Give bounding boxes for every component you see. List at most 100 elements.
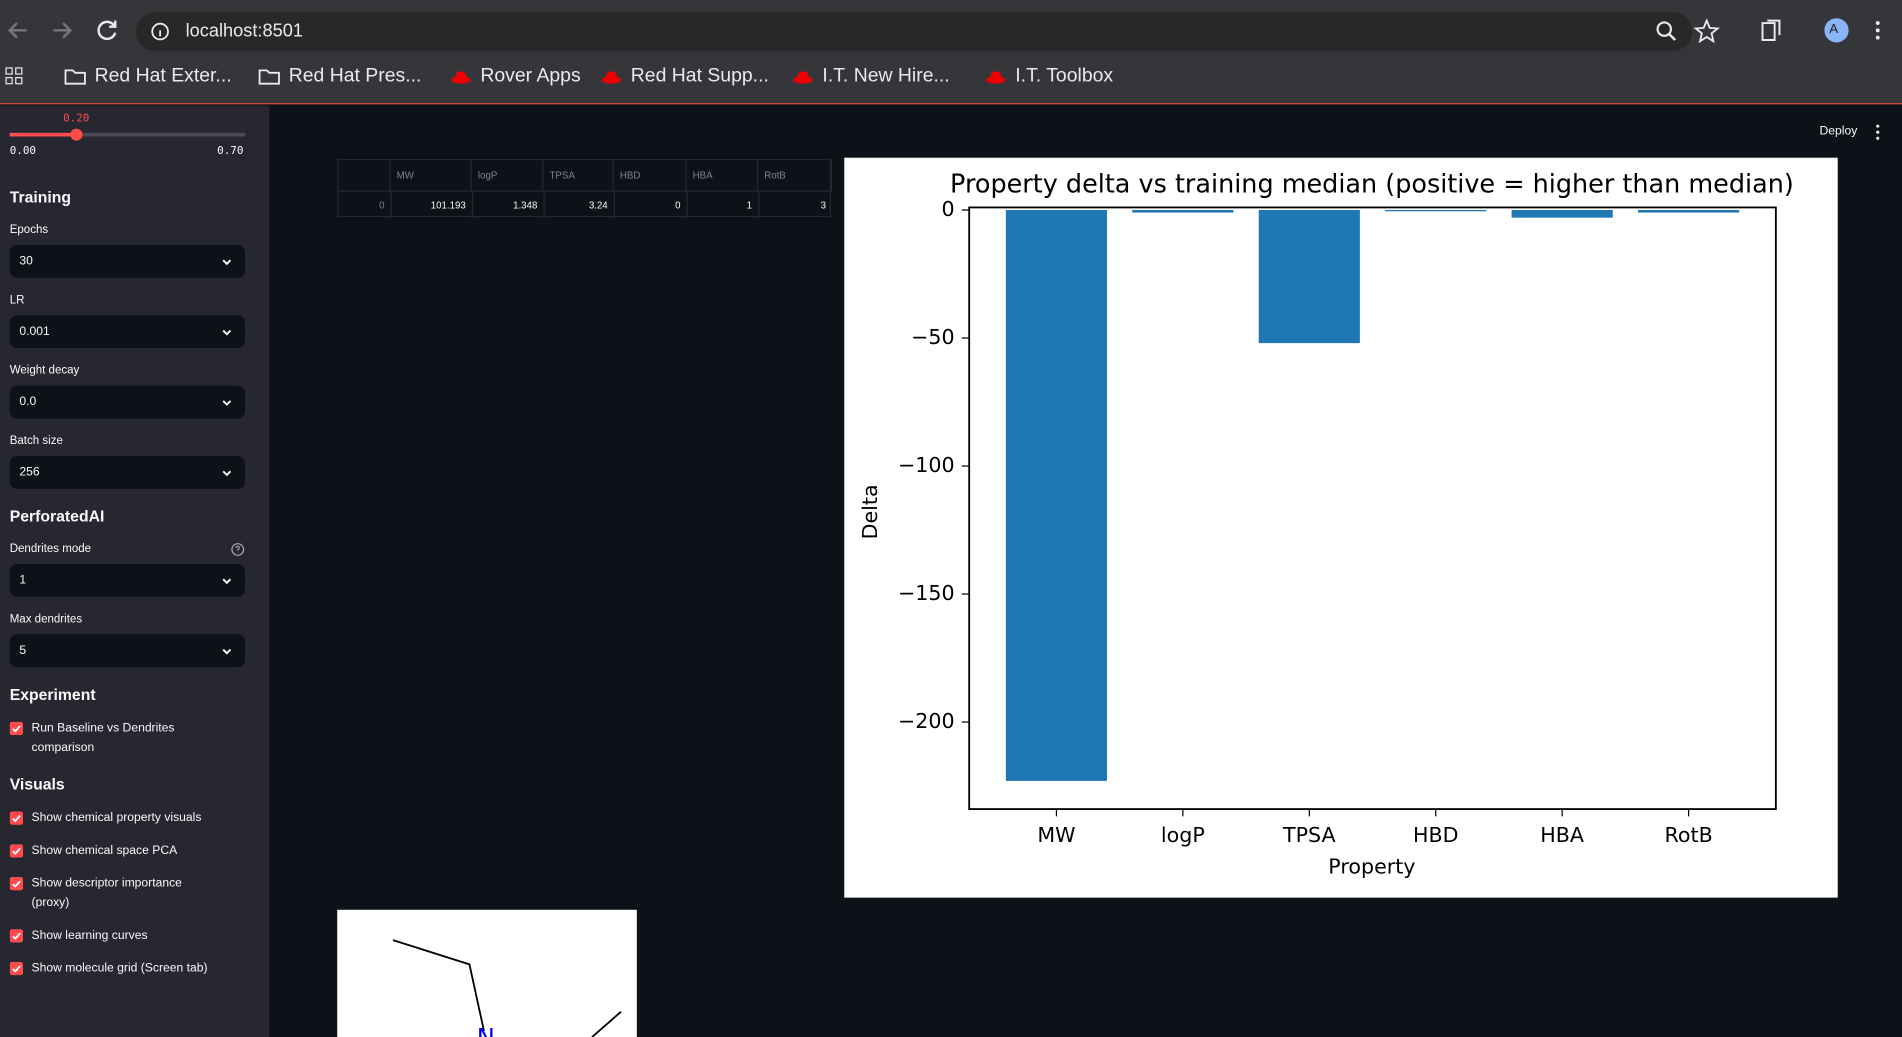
- back-button[interactable]: [7, 22, 27, 39]
- x-tick-label: RotB: [1664, 823, 1712, 847]
- select-box[interactable]: 0.001: [9, 315, 246, 349]
- column-header: logP: [472, 160, 544, 191]
- checkbox[interactable]: Show molecule grid (Screen tab): [9, 959, 214, 978]
- checkbox[interactable]: Show learning curves: [9, 927, 214, 946]
- checkbox-fill: [9, 929, 24, 943]
- bookmark-icon: [793, 71, 813, 84]
- checkbox-label: Show descriptor importance (proxy): [31, 877, 182, 910]
- bar: [1132, 209, 1234, 213]
- molecule-image: N: [337, 909, 637, 1037]
- column-header: RotB: [758, 160, 833, 191]
- redhat-crown: [454, 71, 468, 79]
- deploy-button[interactable]: Deploy: [1819, 124, 1858, 139]
- menu-dot[interactable]: [1875, 21, 1880, 25]
- checkbox[interactable]: Show descriptor importance (proxy): [9, 875, 214, 914]
- checkbox-label: Show learning curves: [31, 929, 148, 943]
- slider-max: 0.70: [217, 145, 244, 158]
- extensions-icon[interactable]: [1761, 19, 1781, 41]
- select-value: 256: [19, 465, 40, 480]
- bookmark[interactable]: I.T. New Hire...: [822, 65, 950, 87]
- dataframe[interactable]: MW logP TPSA HBD HBA RotB 0 101.193 1.348 3.24 0 1 3: [337, 158, 833, 219]
- bond: [392, 939, 485, 1032]
- redhat-crown: [796, 71, 810, 79]
- cell: 1: [686, 190, 759, 219]
- checkbox-fill: [9, 844, 24, 858]
- menu-dot[interactable]: [1875, 35, 1880, 40]
- column-header: HBA: [687, 160, 759, 191]
- select-box[interactable]: 0.0: [9, 385, 246, 419]
- reload-button[interactable]: [97, 20, 117, 41]
- menu-dot[interactable]: [1875, 28, 1880, 33]
- apps-icon[interactable]: [5, 67, 24, 86]
- label-text: Epochs: [9, 223, 49, 237]
- slider[interactable]: [0, 106, 269, 167]
- toolbar-icons: [7, 20, 117, 41]
- help-circle: [231, 543, 245, 556]
- slider-thumb[interactable]: [70, 128, 83, 141]
- chart: Property delta vs training median (posit…: [844, 157, 1838, 898]
- app-menu[interactable]: [1872, 123, 1884, 142]
- select-box[interactable]: 30: [9, 245, 246, 278]
- bond: [591, 1010, 622, 1037]
- bookmarks-bar: [0, 52, 1902, 105]
- cell: 3: [758, 190, 833, 219]
- bookmark-icon: [64, 69, 86, 85]
- widget-label: Weight decay: [10, 363, 245, 380]
- select-box[interactable]: 1: [9, 564, 246, 597]
- select-value: 5: [19, 644, 27, 658]
- checkbox-label: Run Baseline vs Dendrites comparison: [31, 721, 175, 755]
- checkbox[interactable]: Show chemical space PCA: [9, 842, 214, 861]
- checkbox-fill: [9, 877, 24, 891]
- x-tick-label: TPSA: [1282, 823, 1336, 847]
- checkbox-label: Show chemical space PCA: [31, 844, 178, 858]
- profile-avatar[interactable]: [1824, 18, 1849, 43]
- cell: 3.24: [543, 190, 614, 219]
- select-box[interactable]: 256: [9, 456, 246, 489]
- help-glyph: [235, 545, 240, 551]
- select-value: 30: [19, 254, 33, 269]
- checkbox[interactable]: Run Baseline vs Dendrites comparison: [9, 719, 214, 758]
- menu-dot: [1876, 130, 1880, 134]
- address-bar[interactable]: [135, 12, 1693, 51]
- bookmark-star[interactable]: [1693, 18, 1720, 44]
- select-value: 0.0: [19, 395, 37, 409]
- bookmark[interactable]: Red Hat Supp...: [630, 65, 769, 87]
- chart-title: Property delta vs training median (posit…: [950, 170, 1794, 200]
- y-tick-label: −100: [898, 453, 955, 477]
- chevron: [222, 400, 232, 406]
- label-text: Dendrites mode: [9, 542, 92, 556]
- apps-cell: [5, 77, 13, 85]
- forward-button[interactable]: [53, 22, 73, 39]
- url-text[interactable]: localhost:8501: [185, 20, 303, 42]
- zoom-icon[interactable]: [1656, 21, 1673, 37]
- bookmark-icon: [601, 71, 622, 84]
- chevron: [222, 329, 232, 336]
- bookmark[interactable]: I.T. Toolbox: [1015, 65, 1114, 87]
- checkmark: [12, 815, 21, 823]
- section-title: PerforatedAI: [9, 507, 105, 526]
- help-icon[interactable]: [230, 542, 245, 557]
- section-title: Experiment: [9, 685, 96, 704]
- bookmark[interactable]: Rover Apps: [480, 65, 581, 87]
- apps-cell: [15, 77, 23, 85]
- site-info-icon[interactable]: [151, 22, 169, 41]
- bookmark[interactable]: Red Hat Pres...: [288, 65, 422, 87]
- atom-label: N: [477, 1023, 495, 1037]
- folder-icon: [258, 69, 280, 85]
- select-chevron: [222, 329, 232, 336]
- select-value: 1: [19, 573, 27, 588]
- label-text: Batch size: [9, 434, 63, 448]
- x-axis-label: Property: [1328, 854, 1415, 878]
- y-tick-label: 0: [942, 197, 955, 221]
- checkbox-label: Show chemical property visuals: [31, 811, 202, 825]
- select-box[interactable]: 5: [9, 634, 246, 668]
- checkbox[interactable]: Show chemical property visuals: [9, 809, 214, 828]
- chevron: [222, 578, 232, 585]
- bookmark[interactable]: Red Hat Exter...: [94, 65, 232, 87]
- checkmark: [12, 847, 21, 856]
- row-index: 0: [338, 190, 391, 218]
- select-value: 0.001: [19, 325, 50, 339]
- bookmark-icon: [986, 71, 1006, 84]
- bar: [1638, 209, 1740, 213]
